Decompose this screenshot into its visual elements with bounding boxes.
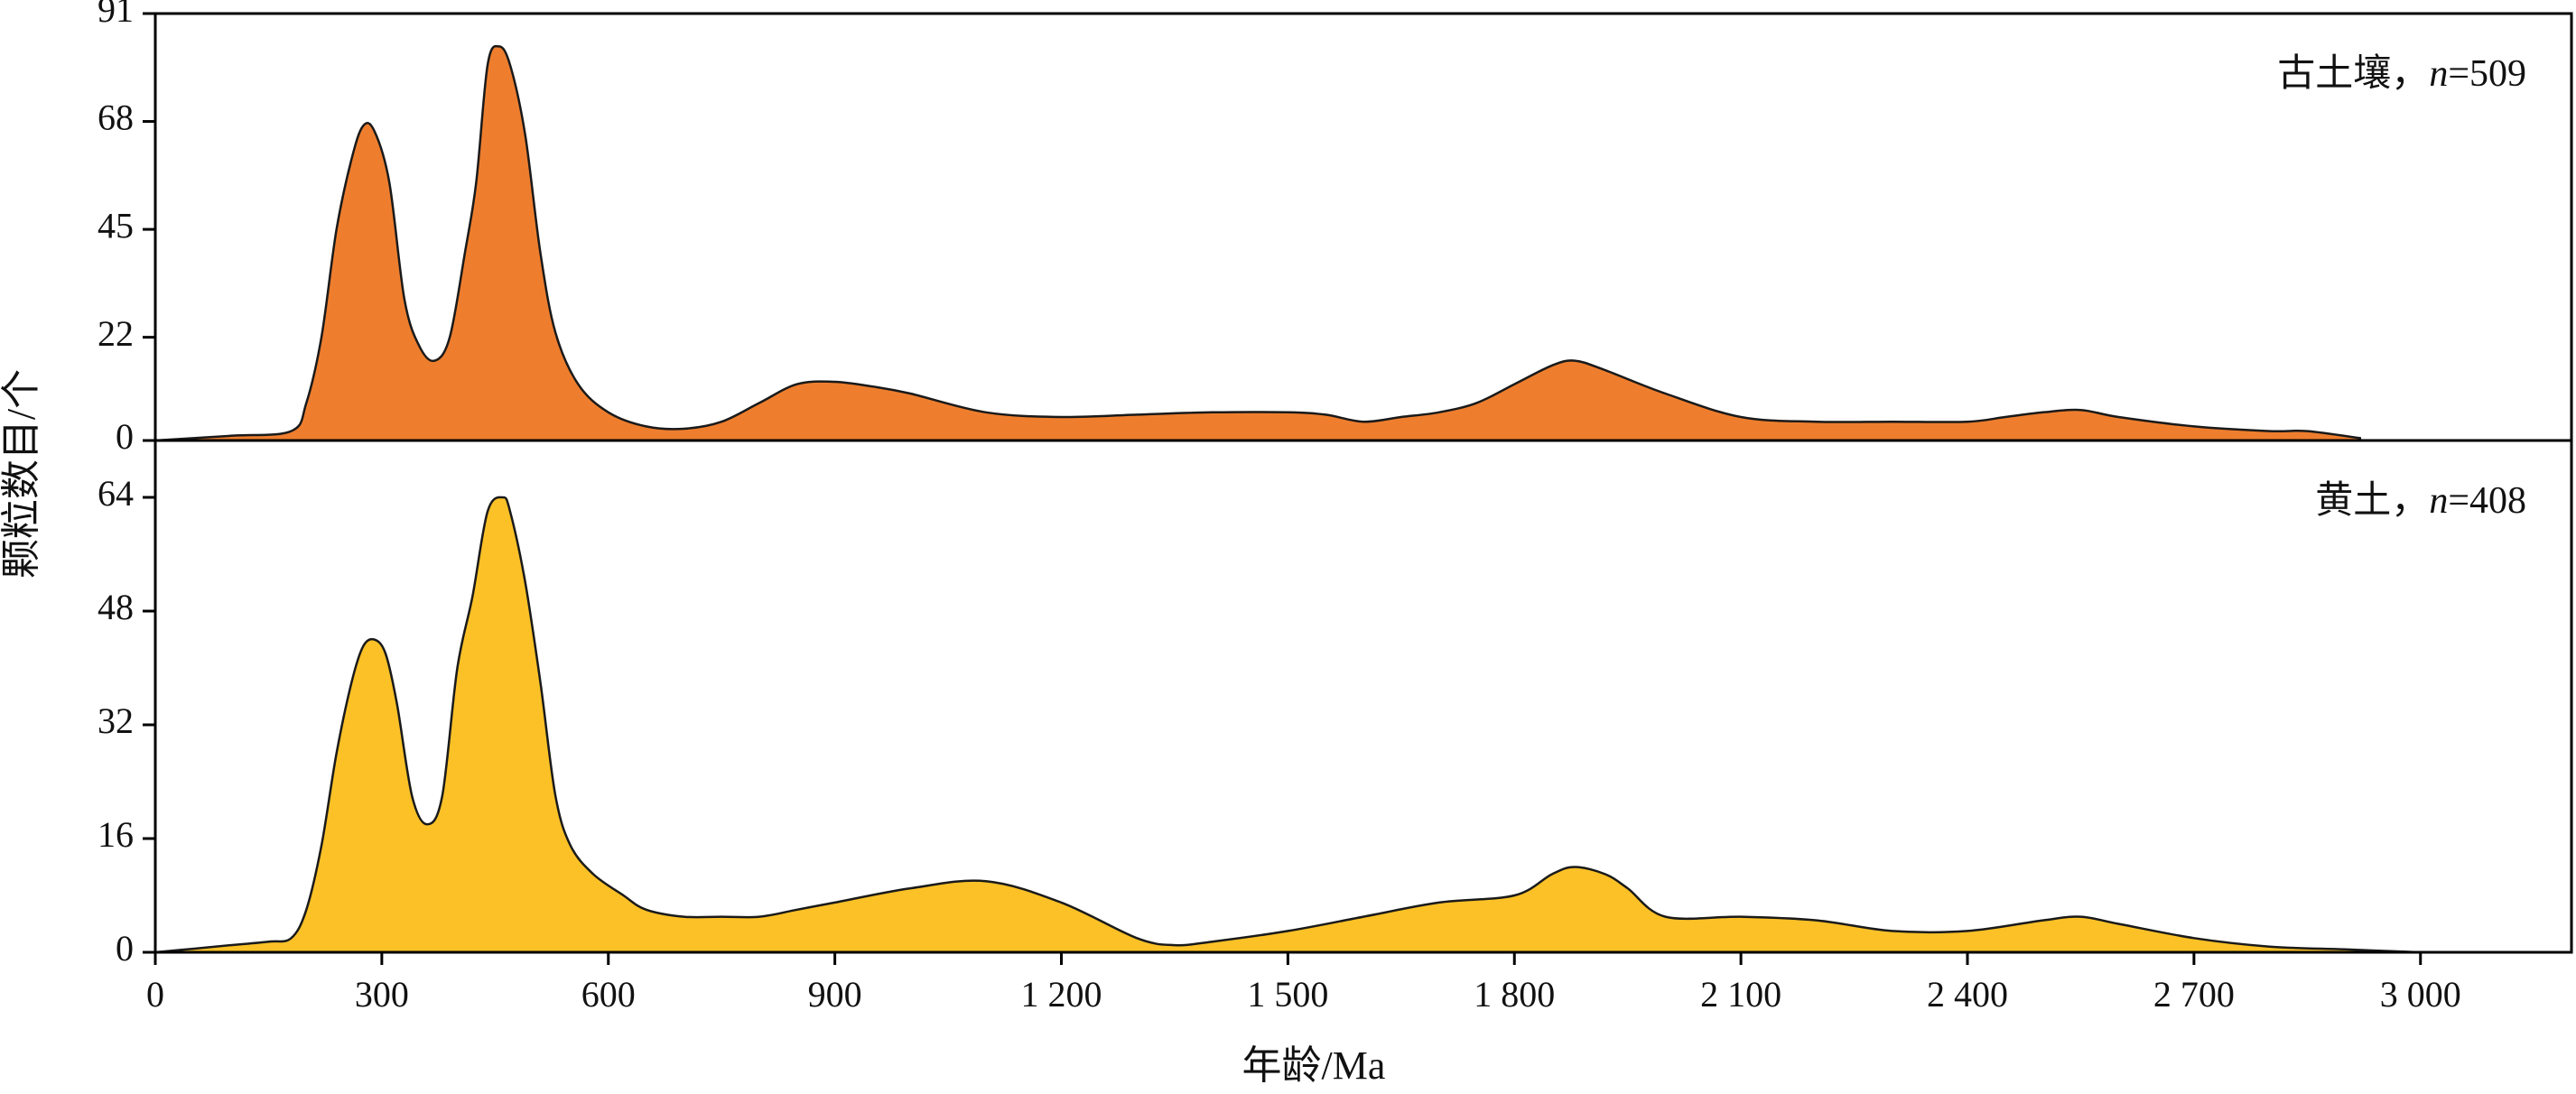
y-tick-label: 64 [98, 473, 134, 514]
panel-label-text: 古土壤， [2277, 52, 2429, 95]
x-tick-label: 2 100 [1700, 974, 1781, 1015]
plot-frame [153, 12, 2573, 954]
panel-label-2: 黄土，n=408 [2315, 480, 2526, 522]
y-tick-label: 16 [98, 814, 134, 855]
x-tick-label: 0 [146, 974, 164, 1015]
y-tick-label: 91 [98, 0, 134, 30]
y-tick-label: 22 [98, 313, 134, 354]
panel-label-1: 古土壤，n=509 [2277, 52, 2526, 95]
area-series-2 [154, 496, 2421, 954]
x-tick-label: 2 400 [1927, 974, 2008, 1015]
panel-label-text: 黄土， [2315, 480, 2429, 522]
x-tick-label: 3 000 [2380, 974, 2461, 1015]
x-tick-label: 1 500 [1247, 974, 1328, 1015]
y-tick-label: 68 [98, 97, 134, 138]
panel-label-count: =509 [2448, 53, 2526, 95]
x-tick-label: 600 [581, 974, 636, 1015]
axes-group: 0 300 600 900 1 200 1 500 1 800 2 100 2 400 2 700… [146, 12, 2573, 1015]
x-tick-label: 1 800 [1474, 974, 1555, 1015]
y-tick-label: 0 [116, 416, 134, 457]
panel-label-n: n [2429, 480, 2448, 522]
x-tick-label: 1 200 [1021, 974, 1102, 1015]
panel-label-count: =408 [2448, 480, 2526, 522]
x-axis-label: 年龄/Ma [1242, 1043, 1386, 1088]
x-tick-label: 900 [808, 974, 862, 1015]
y-axis-label: 颗粒数目/个 [0, 369, 43, 579]
y-tick-label: 0 [116, 928, 134, 969]
y-tick-label: 48 [98, 587, 134, 627]
y-tick-label: 32 [98, 700, 134, 741]
x-tick-label: 300 [355, 974, 409, 1015]
panel-label-n: n [2429, 53, 2448, 95]
area-series-1 [154, 44, 2362, 442]
x-tick-label: 2 700 [2153, 974, 2235, 1015]
panel-2: 0 16 32 48 64 黄土，n=408 [98, 473, 2526, 969]
y-tick-label: 45 [98, 205, 134, 246]
panel-1: 0 22 45 68 91 古土壤，n=509 [98, 0, 2526, 457]
